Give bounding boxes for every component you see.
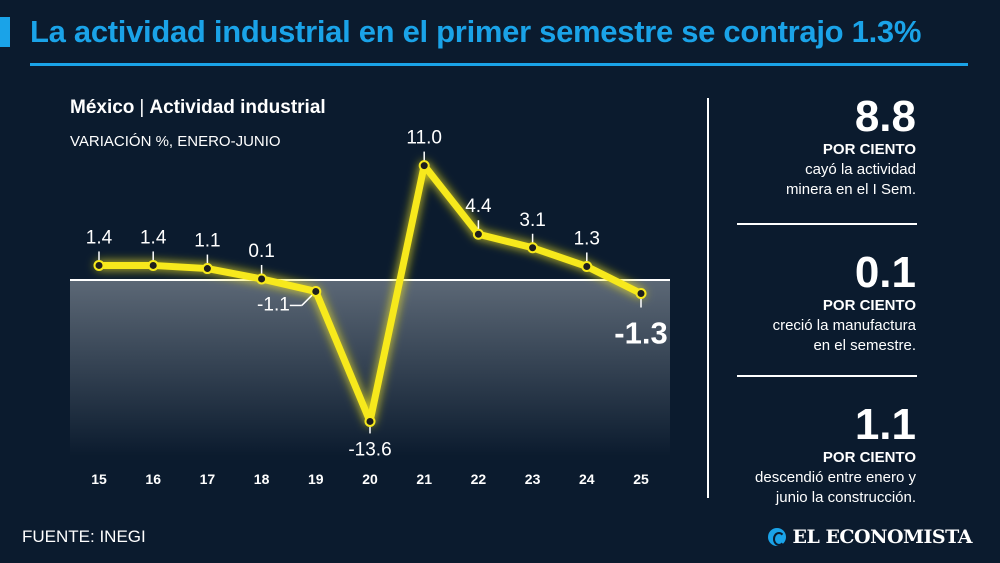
x-tick-label: 22 (471, 471, 487, 487)
chart-subtitle: VARIACIÓN %, ENERO-JUNIO (70, 133, 281, 150)
data-label: 0.1 (248, 241, 274, 262)
stat-value: 8.8 (854, 92, 916, 141)
data-point (147, 259, 159, 271)
stat-divider (737, 223, 917, 225)
brand-logo-text: EL ECONOMISTA (792, 526, 972, 548)
data-label: 4.4 (465, 196, 492, 217)
title-bar: La actividad industrial en el primer sem… (0, 14, 1000, 50)
stat-value: 0.1 (854, 248, 916, 297)
stat-desc-line2: minera en el I Sem. (785, 181, 916, 198)
stat-value: 1.1 (854, 400, 916, 449)
x-tick-label: 18 (254, 471, 270, 487)
data-point (635, 288, 647, 300)
x-tick-label: 19 (308, 471, 324, 487)
data-label: 11.0 (406, 128, 442, 149)
vertical-divider (707, 98, 709, 498)
data-point (527, 242, 539, 254)
data-label: 1.4 (140, 227, 167, 248)
stat-construction: 1.1 POR CIENTO descendió entre enero y j… (755, 402, 916, 508)
chart-title-country: México (70, 97, 135, 118)
data-label: 1.1 (194, 231, 220, 252)
x-tick-label: 20 (362, 471, 378, 487)
stat-unit: POR CIENTO (822, 141, 916, 158)
title-accent (0, 17, 10, 47)
stat-desc-line1: cayó la actividad (805, 161, 916, 178)
x-tick-label: 21 (416, 471, 432, 487)
title-rule (30, 63, 968, 66)
data-label: -1.3 (614, 316, 667, 351)
source-note: FUENTE: INEGI (22, 527, 146, 546)
brand-logo-icon (768, 528, 787, 546)
data-label: -1.1 (257, 294, 290, 315)
chart-title-indicator: Actividad industrial (149, 97, 326, 118)
data-point (256, 273, 268, 285)
chart-title-separator: | (139, 97, 145, 118)
stat-manufacturing: 0.1 POR CIENTO creció la manufactura en … (773, 250, 916, 356)
page-title: La actividad industrial en el primer sem… (30, 14, 922, 49)
chart-title: México | Actividad industrial (70, 97, 326, 119)
stat-mining: 8.8 POR CIENTO cayó la actividad minera … (786, 94, 916, 200)
stat-unit: POR CIENTO (822, 449, 916, 466)
data-label: 1.3 (574, 228, 600, 249)
x-tick-label: 23 (525, 471, 541, 487)
data-label: 1.4 (86, 227, 113, 248)
x-tick-label: 16 (145, 471, 161, 487)
data-label: 3.1 (519, 210, 545, 231)
x-tick-label: 15 (91, 471, 107, 487)
stat-desc-line2: junio la construcción. (775, 489, 916, 506)
data-point (581, 260, 593, 272)
stat-desc-line2: en el semestre. (813, 337, 916, 354)
data-point (364, 415, 376, 427)
stat-divider (737, 375, 917, 377)
data-point (310, 285, 322, 297)
brand-logo: EL ECONOMISTA (768, 526, 972, 548)
stat-desc-line1: creció la manufactura (772, 317, 916, 334)
stat-unit: POR CIENTO (822, 297, 916, 314)
data-label: -13.6 (348, 439, 391, 460)
data-point (418, 160, 430, 172)
x-tick-label: 24 (579, 471, 595, 487)
stat-desc-line1: descendió entre enero y (755, 469, 916, 486)
x-tick-label: 17 (200, 471, 216, 487)
x-tick-label: 25 (633, 471, 649, 487)
data-point (472, 228, 484, 240)
data-point (201, 263, 213, 275)
data-point (93, 259, 105, 271)
